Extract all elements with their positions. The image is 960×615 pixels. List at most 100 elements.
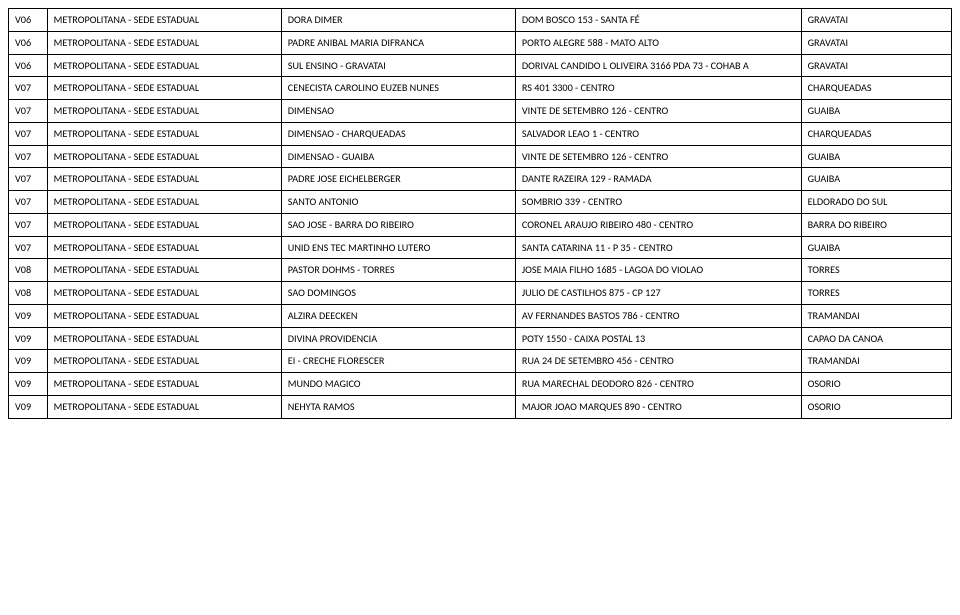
cell-code: V09 xyxy=(9,396,48,419)
cell-code: V06 xyxy=(9,54,48,77)
cell-city: OSORIO xyxy=(801,396,951,419)
cell-city: GUAIBA xyxy=(801,168,951,191)
cell-name: SUL ENSINO - GRAVATAI xyxy=(281,54,515,77)
cell-city: TRAMANDAI xyxy=(801,304,951,327)
cell-city: GUAIBA xyxy=(801,100,951,123)
cell-address: RS 401 3300 - CENTRO xyxy=(515,77,801,100)
cell-city: TORRES xyxy=(801,259,951,282)
cell-address: PORTO ALEGRE 588 - MATO ALTO xyxy=(515,31,801,54)
cell-region: METROPOLITANA - SEDE ESTADUAL xyxy=(47,236,281,259)
cell-code: V06 xyxy=(9,9,48,32)
table-row: V07METROPOLITANA - SEDE ESTADUALPADRE JO… xyxy=(9,168,952,191)
table-row: V06METROPOLITANA - SEDE ESTADUALSUL ENSI… xyxy=(9,54,952,77)
cell-region: METROPOLITANA - SEDE ESTADUAL xyxy=(47,31,281,54)
cell-name: SANTO ANTONIO xyxy=(281,191,515,214)
table-row: V07METROPOLITANA - SEDE ESTADUALSAO JOSE… xyxy=(9,213,952,236)
cell-code: V07 xyxy=(9,236,48,259)
cell-code: V07 xyxy=(9,100,48,123)
cell-name: DIMENSAO xyxy=(281,100,515,123)
cell-address: DANTE RAZEIRA 129 - RAMADA xyxy=(515,168,801,191)
cell-code: V07 xyxy=(9,168,48,191)
cell-address: JOSE MAIA FILHO 1685 - LAGOA DO VIOLAO xyxy=(515,259,801,282)
cell-city: ELDORADO DO SUL xyxy=(801,191,951,214)
cell-name: EI - CRECHE FLORESCER xyxy=(281,350,515,373)
cell-region: METROPOLITANA - SEDE ESTADUAL xyxy=(47,122,281,145)
cell-city: TRAMANDAI xyxy=(801,350,951,373)
cell-address: DOM BOSCO 153 - SANTA FÉ xyxy=(515,9,801,32)
cell-region: METROPOLITANA - SEDE ESTADUAL xyxy=(47,77,281,100)
cell-region: METROPOLITANA - SEDE ESTADUAL xyxy=(47,145,281,168)
cell-address: MAJOR JOAO MARQUES 890 - CENTRO xyxy=(515,396,801,419)
cell-name: NEHYTA RAMOS xyxy=(281,396,515,419)
table-row: V08METROPOLITANA - SEDE ESTADUALSAO DOMI… xyxy=(9,282,952,305)
cell-city: GUAIBA xyxy=(801,236,951,259)
cell-address: CORONEL ARAUJO RIBEIRO 480 - CENTRO xyxy=(515,213,801,236)
cell-region: METROPOLITANA - SEDE ESTADUAL xyxy=(47,396,281,419)
cell-address: VINTE DE SETEMBRO 126 - CENTRO xyxy=(515,100,801,123)
table-row: V07METROPOLITANA - SEDE ESTADUALDIMENSAO… xyxy=(9,122,952,145)
cell-city: GRAVATAI xyxy=(801,54,951,77)
cell-city: GRAVATAI xyxy=(801,31,951,54)
table-row: V06METROPOLITANA - SEDE ESTADUALPADRE AN… xyxy=(9,31,952,54)
cell-address: VINTE DE SETEMBRO 126 - CENTRO xyxy=(515,145,801,168)
cell-code: V08 xyxy=(9,282,48,305)
cell-region: METROPOLITANA - SEDE ESTADUAL xyxy=(47,327,281,350)
cell-region: METROPOLITANA - SEDE ESTADUAL xyxy=(47,350,281,373)
cell-name: SAO JOSE - BARRA DO RIBEIRO xyxy=(281,213,515,236)
schools-table: V06METROPOLITANA - SEDE ESTADUALDORA DIM… xyxy=(8,8,952,419)
cell-name: UNID ENS TEC MARTINHO LUTERO xyxy=(281,236,515,259)
cell-region: METROPOLITANA - SEDE ESTADUAL xyxy=(47,191,281,214)
cell-name: MUNDO MAGICO xyxy=(281,373,515,396)
cell-code: V07 xyxy=(9,77,48,100)
cell-address: DORIVAL CANDIDO L OLIVEIRA 3166 PDA 73 -… xyxy=(515,54,801,77)
cell-code: V07 xyxy=(9,191,48,214)
cell-city: TORRES xyxy=(801,282,951,305)
table-row: V09METROPOLITANA - SEDE ESTADUALMUNDO MA… xyxy=(9,373,952,396)
cell-name: PADRE JOSE EICHELBERGER xyxy=(281,168,515,191)
cell-address: SANTA CATARINA 11 - P 35 - CENTRO xyxy=(515,236,801,259)
cell-name: CENECISTA CAROLINO EUZEB NUNES xyxy=(281,77,515,100)
cell-address: POTY 1550 - CAIXA POSTAL 13 xyxy=(515,327,801,350)
cell-name: ALZIRA DEECKEN xyxy=(281,304,515,327)
cell-city: CAPAO DA CANOA xyxy=(801,327,951,350)
table-row: V09METROPOLITANA - SEDE ESTADUALNEHYTA R… xyxy=(9,396,952,419)
cell-name: DORA DIMER xyxy=(281,9,515,32)
table-row: V09METROPOLITANA - SEDE ESTADUALDIVINA P… xyxy=(9,327,952,350)
schools-table-body: V06METROPOLITANA - SEDE ESTADUALDORA DIM… xyxy=(9,9,952,419)
cell-region: METROPOLITANA - SEDE ESTADUAL xyxy=(47,168,281,191)
cell-region: METROPOLITANA - SEDE ESTADUAL xyxy=(47,304,281,327)
cell-region: METROPOLITANA - SEDE ESTADUAL xyxy=(47,259,281,282)
cell-address: SALVADOR LEAO 1 - CENTRO xyxy=(515,122,801,145)
table-row: V07METROPOLITANA - SEDE ESTADUALDIMENSAO… xyxy=(9,145,952,168)
table-row: V08METROPOLITANA - SEDE ESTADUALPASTOR D… xyxy=(9,259,952,282)
cell-region: METROPOLITANA - SEDE ESTADUAL xyxy=(47,54,281,77)
table-row: V09METROPOLITANA - SEDE ESTADUALEI - CRE… xyxy=(9,350,952,373)
cell-code: V07 xyxy=(9,145,48,168)
cell-code: V09 xyxy=(9,327,48,350)
cell-code: V07 xyxy=(9,122,48,145)
cell-code: V06 xyxy=(9,31,48,54)
cell-region: METROPOLITANA - SEDE ESTADUAL xyxy=(47,100,281,123)
cell-region: METROPOLITANA - SEDE ESTADUAL xyxy=(47,282,281,305)
cell-code: V07 xyxy=(9,213,48,236)
cell-name: DIVINA PROVIDENCIA xyxy=(281,327,515,350)
cell-city: OSORIO xyxy=(801,373,951,396)
cell-code: V08 xyxy=(9,259,48,282)
table-row: V07METROPOLITANA - SEDE ESTADUALUNID ENS… xyxy=(9,236,952,259)
table-row: V07METROPOLITANA - SEDE ESTADUALCENECIST… xyxy=(9,77,952,100)
cell-address: AV FERNANDES BASTOS 786 - CENTRO xyxy=(515,304,801,327)
cell-address: RUA 24 DE SETEMBRO 456 - CENTRO xyxy=(515,350,801,373)
cell-city: BARRA DO RIBEIRO xyxy=(801,213,951,236)
cell-code: V09 xyxy=(9,350,48,373)
cell-address: RUA MARECHAL DEODORO 826 - CENTRO xyxy=(515,373,801,396)
cell-address: JULIO DE CASTILHOS 875 - CP 127 xyxy=(515,282,801,305)
cell-city: CHARQUEADAS xyxy=(801,77,951,100)
table-row: V07METROPOLITANA - SEDE ESTADUALDIMENSAO… xyxy=(9,100,952,123)
cell-name: SAO DOMINGOS xyxy=(281,282,515,305)
cell-region: METROPOLITANA - SEDE ESTADUAL xyxy=(47,373,281,396)
cell-name: PADRE ANIBAL MARIA DIFRANCA xyxy=(281,31,515,54)
cell-city: CHARQUEADAS xyxy=(801,122,951,145)
table-row: V09METROPOLITANA - SEDE ESTADUALALZIRA D… xyxy=(9,304,952,327)
cell-name: PASTOR DOHMS - TORRES xyxy=(281,259,515,282)
table-row: V07METROPOLITANA - SEDE ESTADUALSANTO AN… xyxy=(9,191,952,214)
